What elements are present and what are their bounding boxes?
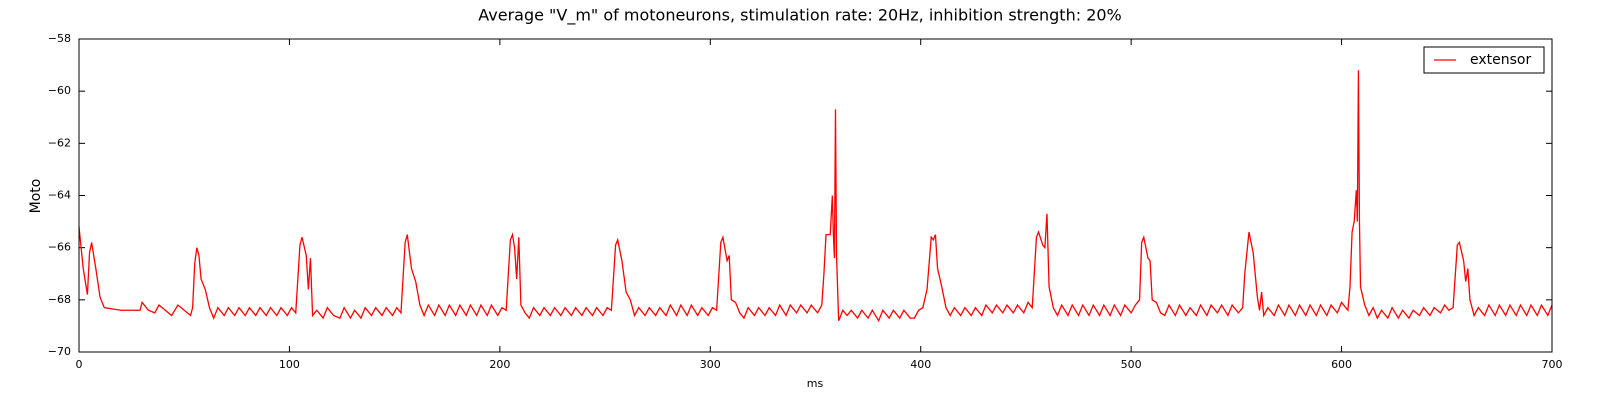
x-tick-label: 200 [489, 358, 510, 371]
y-tick-label: −60 [48, 84, 71, 97]
legend: extensor [1423, 46, 1545, 74]
x-axis-label: ms [807, 377, 824, 390]
x-tick-label: 500 [1121, 358, 1142, 371]
y-tick-label: −64 [48, 189, 71, 202]
y-tick-label: −68 [48, 293, 71, 306]
x-tick-label: 700 [1542, 358, 1563, 371]
y-tick-label: −66 [48, 241, 71, 254]
x-tick-label: 600 [1331, 358, 1352, 371]
data-line [78, 70, 1553, 323]
y-tick-label: −58 [48, 32, 71, 45]
legend-label: extensor [1470, 52, 1531, 68]
y-tick-label: −70 [48, 345, 71, 358]
y-tick-label: −62 [48, 136, 71, 149]
y-axis-label: Moto [28, 179, 44, 214]
chart-title: Average "V_m" of motoneurons, stimulatio… [478, 6, 1122, 26]
x-tick-label: 0 [76, 358, 83, 371]
x-tick-label: 300 [700, 358, 721, 371]
x-tick-label: 100 [279, 358, 300, 371]
x-tick-label: 400 [910, 358, 931, 371]
plot-frame [78, 38, 1553, 353]
